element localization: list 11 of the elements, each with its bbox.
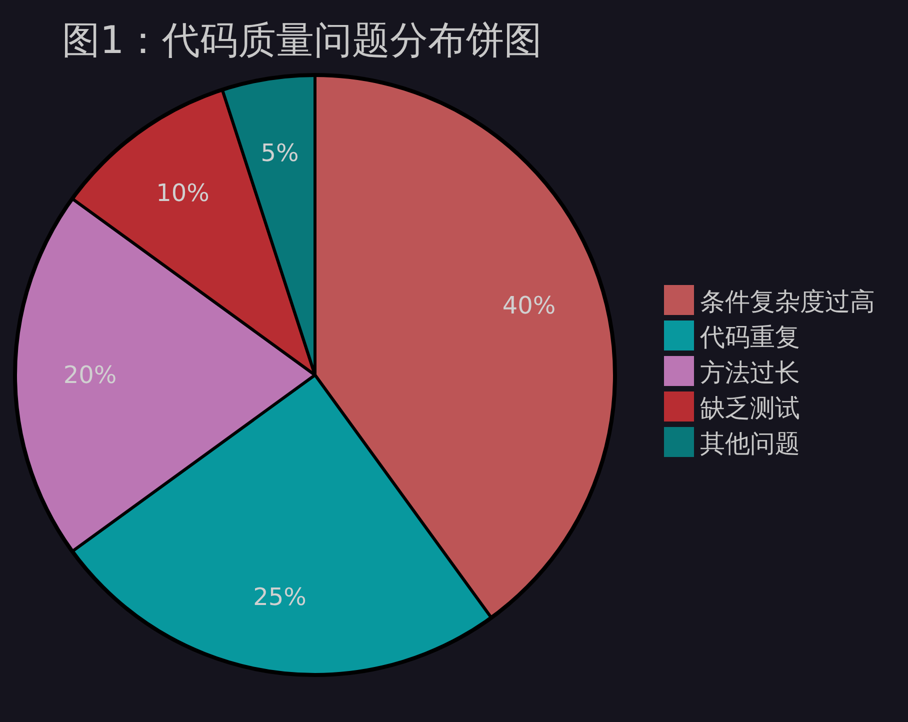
data-label: 40% — [502, 291, 556, 320]
legend-label: 缺乏测试 — [700, 394, 800, 422]
legend-label: 方法过长 — [700, 358, 800, 387]
legend-label: 条件复杂度过高 — [700, 287, 875, 316]
data-label: 5% — [260, 138, 299, 167]
data-label: 20% — [63, 361, 117, 389]
legend-label: 代码重复 — [699, 322, 800, 352]
data-label: 10% — [156, 178, 210, 207]
data-label: 25% — [253, 583, 306, 612]
chart-title: 图1：代码质量问题分布饼图 — [62, 18, 542, 62]
legend-label: 其他问题 — [700, 429, 800, 458]
